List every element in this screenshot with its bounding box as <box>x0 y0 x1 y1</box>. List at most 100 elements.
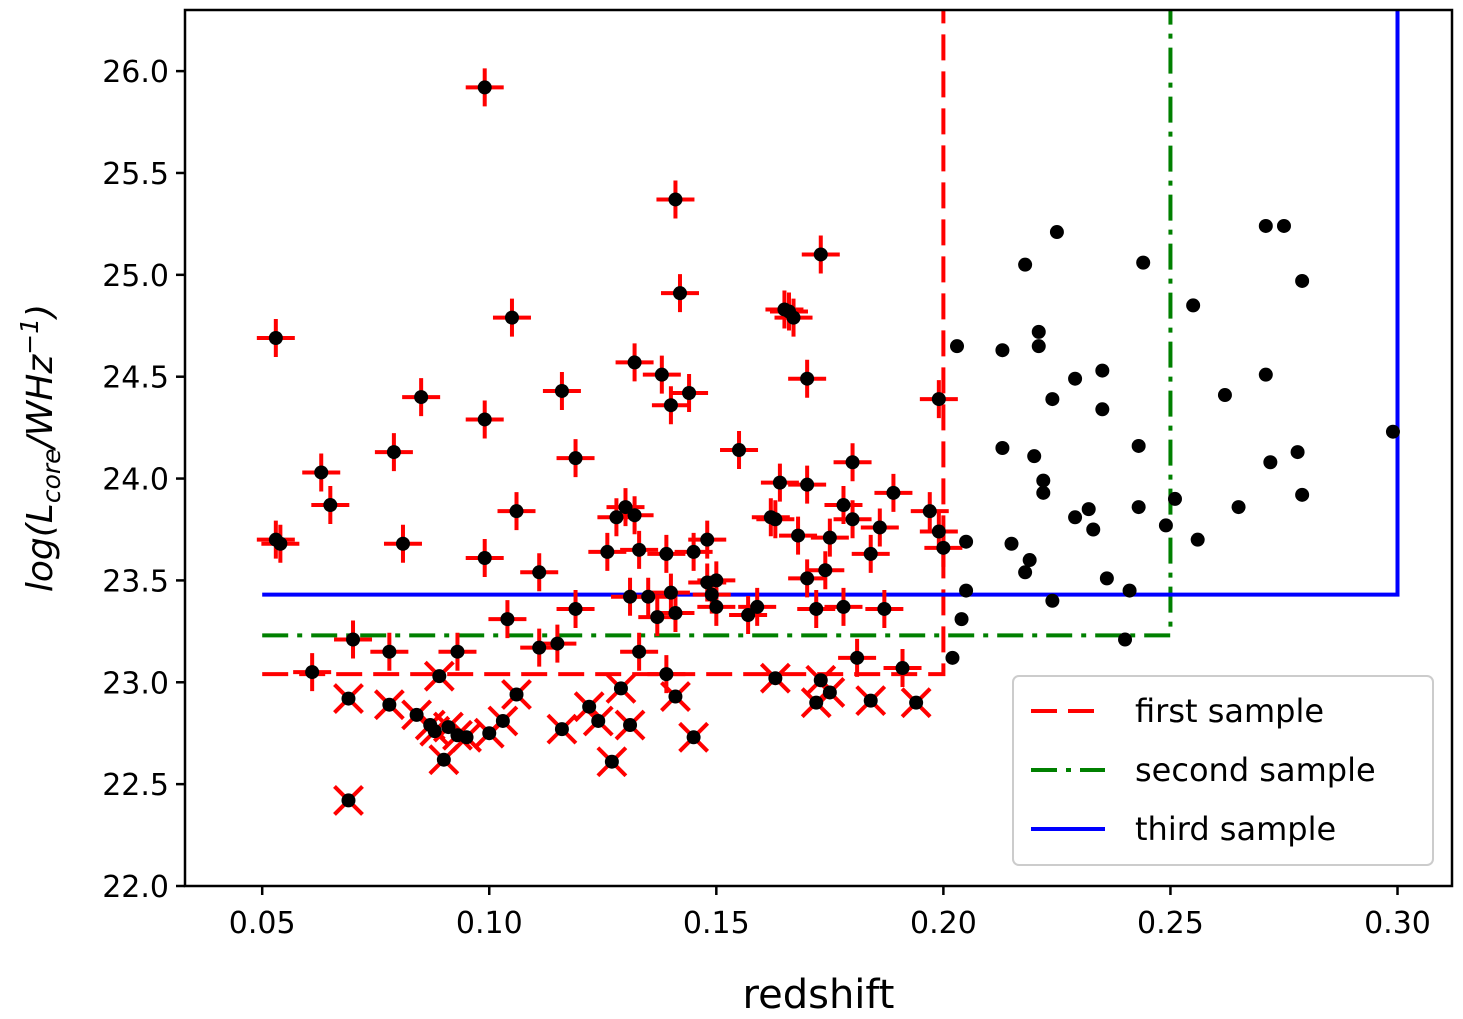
data-point <box>877 601 892 616</box>
data-point <box>1263 455 1278 470</box>
data-point <box>709 599 724 614</box>
data-point <box>1186 298 1201 313</box>
data-point <box>682 385 697 400</box>
data-point <box>945 650 960 665</box>
data-point <box>850 650 865 665</box>
data-point <box>659 546 674 561</box>
data-point <box>732 443 747 458</box>
data-point <box>1036 473 1051 488</box>
x-tick-label: 0.25 <box>1137 906 1204 941</box>
y-tick-label: 23.0 <box>102 666 169 701</box>
legend-label-3: third sample <box>1135 810 1336 848</box>
data-point <box>395 536 410 551</box>
data-point <box>627 508 642 523</box>
y-tick-label: 25.0 <box>102 259 169 294</box>
sample-line-1 <box>262 10 946 677</box>
data-point <box>1045 593 1060 608</box>
data-point <box>568 601 583 616</box>
y-label-sup: −1 <box>15 318 44 355</box>
data-point <box>686 544 701 559</box>
data-point <box>641 589 656 604</box>
data-point <box>950 339 965 354</box>
data-point <box>786 310 801 325</box>
x-axis-label: redshift <box>743 972 895 1018</box>
x-axis: 0.05 0.10 0.15 0.20 0.25 0.30 <box>229 886 1431 941</box>
data-point <box>768 512 783 527</box>
data-point <box>800 477 815 492</box>
data-point <box>863 693 878 708</box>
data-point <box>995 343 1010 358</box>
data-point <box>504 310 519 325</box>
data-point <box>432 669 447 684</box>
data-point <box>477 551 492 566</box>
data-point <box>1099 571 1114 586</box>
data-point <box>1258 218 1273 233</box>
data-point <box>663 585 678 600</box>
data-point <box>386 445 401 460</box>
y-label-mid: /WHz <box>20 354 61 452</box>
data-point <box>568 451 583 466</box>
data-point <box>1295 487 1310 502</box>
y-tick-label: 23.5 <box>102 564 169 599</box>
y-label-sub: core <box>37 448 66 503</box>
data-point <box>1095 402 1110 417</box>
data-point <box>936 540 951 555</box>
data-point <box>1290 445 1305 460</box>
data-point <box>1068 371 1083 386</box>
data-point <box>600 544 615 559</box>
data-point <box>700 532 715 547</box>
data-point <box>1118 632 1133 647</box>
data-point <box>1131 438 1146 453</box>
data-point <box>931 524 946 539</box>
data-point <box>632 644 647 659</box>
data-point <box>532 640 547 655</box>
data-point <box>1258 367 1273 382</box>
data-point <box>554 383 569 398</box>
y-tick-label: 26.0 <box>102 55 169 90</box>
data-point <box>1045 392 1060 407</box>
data-points <box>256 68 1400 816</box>
data-point <box>886 485 901 500</box>
data-point <box>741 608 756 623</box>
data-point <box>509 687 524 702</box>
data-point <box>836 599 851 614</box>
x-tick-label: 0.05 <box>229 906 296 941</box>
x-tick-label: 0.15 <box>683 906 750 941</box>
data-point <box>1027 449 1042 464</box>
data-point <box>1231 500 1246 515</box>
data-point <box>954 612 969 627</box>
data-point <box>1385 424 1400 439</box>
data-point <box>554 722 569 737</box>
sample-selection-lines <box>262 10 1400 677</box>
data-point <box>845 512 860 527</box>
y-label-prefix: log(L <box>20 503 61 592</box>
data-point <box>800 571 815 586</box>
y-label-suffix: ) <box>20 304 61 321</box>
data-point <box>800 371 815 386</box>
data-point <box>768 671 783 686</box>
data-point <box>1081 502 1096 517</box>
data-point <box>672 286 687 301</box>
data-point <box>1190 532 1205 547</box>
x-tick-label: 0.30 <box>1364 906 1431 941</box>
data-point <box>618 500 633 515</box>
data-point <box>1295 273 1310 288</box>
data-point <box>346 632 361 647</box>
legend-label-1: first sample <box>1135 692 1324 730</box>
data-point <box>459 730 474 745</box>
data-point <box>341 691 356 706</box>
data-point <box>686 730 701 745</box>
data-point <box>1018 257 1033 272</box>
data-point <box>613 681 628 696</box>
data-point <box>931 392 946 407</box>
y-tick-label: 24.0 <box>102 463 169 498</box>
y-tick-label: 22.5 <box>102 768 169 803</box>
data-point <box>450 644 465 659</box>
data-point <box>382 644 397 659</box>
y-tick-label: 22.0 <box>102 870 169 905</box>
data-point <box>863 546 878 561</box>
data-point <box>813 673 828 688</box>
data-point <box>341 793 356 808</box>
data-point <box>632 542 647 557</box>
data-point <box>750 599 765 614</box>
